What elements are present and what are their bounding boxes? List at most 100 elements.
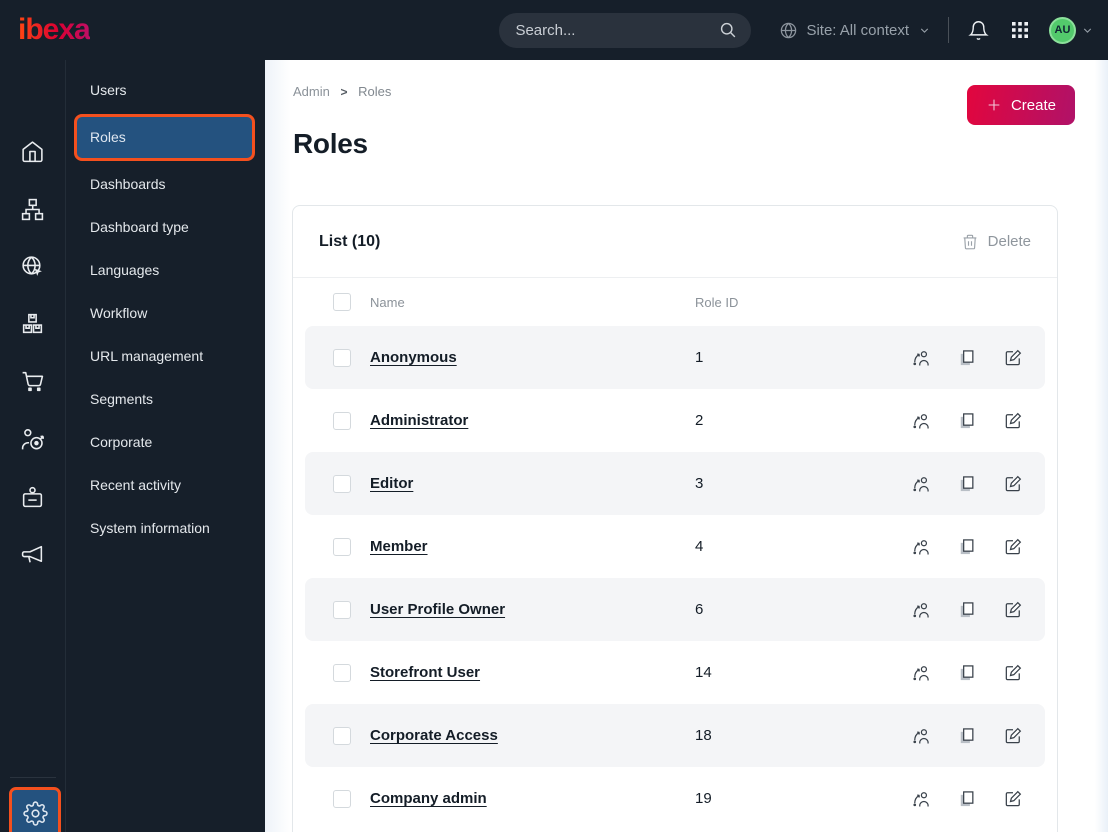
admin-settings-button[interactable]: [9, 787, 61, 832]
create-button-label: Create: [1010, 96, 1056, 114]
top-bar: ibexa Site: All context: [0, 0, 1108, 60]
edit-icon[interactable]: [1003, 600, 1023, 620]
site-context-dropdown[interactable]: Site: All context: [779, 21, 931, 40]
row-checkbox[interactable]: [333, 537, 351, 556]
row-actions: [911, 348, 1023, 368]
trash-icon: [961, 233, 979, 251]
sidebar-item-corporate[interactable]: Corporate: [90, 434, 153, 450]
content-structure-icon[interactable]: [20, 196, 46, 222]
delete-button[interactable]: Delete: [961, 233, 1031, 251]
table-row: Anonymous 1: [305, 326, 1045, 389]
sidebar-item-system-information[interactable]: System information: [90, 520, 210, 536]
personalization-target-icon[interactable]: [20, 426, 46, 452]
role-id-value: 2: [695, 412, 704, 429]
breadcrumb: Admin > Roles: [293, 84, 391, 99]
edit-icon[interactable]: [1003, 348, 1023, 368]
role-name-link[interactable]: Storefront User: [370, 664, 481, 681]
breadcrumb-item-admin[interactable]: Admin: [293, 84, 330, 99]
row-checkbox[interactable]: [333, 348, 351, 367]
home-icon[interactable]: [20, 138, 46, 164]
assign-user-icon[interactable]: [911, 348, 931, 368]
assign-user-icon[interactable]: [911, 663, 931, 683]
role-name-link[interactable]: Company admin: [370, 790, 487, 807]
copy-icon[interactable]: [957, 348, 977, 368]
icon-rail: [0, 60, 66, 832]
topbar-divider: [948, 17, 949, 43]
row-checkbox[interactable]: [333, 663, 351, 682]
row-actions: [911, 537, 1023, 557]
corporate-badge-icon[interactable]: [20, 484, 46, 510]
edit-icon[interactable]: [1003, 474, 1023, 494]
assign-user-icon[interactable]: [911, 726, 931, 746]
role-name-link[interactable]: Member: [370, 538, 428, 555]
commerce-cart-icon[interactable]: [20, 367, 46, 393]
role-id-value: 6: [695, 601, 704, 618]
site-globe-icon[interactable]: [20, 253, 46, 279]
role-id-value: 14: [695, 664, 712, 681]
roles-table: Name Role ID Anonymous 1: [305, 278, 1045, 830]
assign-user-icon[interactable]: [911, 474, 931, 494]
role-name-link[interactable]: Anonymous: [370, 349, 457, 366]
edit-icon[interactable]: [1003, 726, 1023, 746]
sidebar-item-url-management[interactable]: URL management: [90, 348, 204, 364]
row-checkbox[interactable]: [333, 789, 351, 808]
search-icon[interactable]: [718, 20, 738, 40]
copy-icon[interactable]: [957, 537, 977, 557]
copy-icon[interactable]: [957, 789, 977, 809]
notifications-bell-icon[interactable]: [968, 20, 989, 41]
copy-icon[interactable]: [957, 600, 977, 620]
global-search[interactable]: [499, 12, 752, 48]
table-row: Storefront User 14: [305, 641, 1045, 704]
sidebar-item-users[interactable]: Users: [90, 82, 127, 98]
role-name-link[interactable]: Corporate Access: [370, 727, 498, 744]
sidebar-item-recent-activity[interactable]: Recent activity: [90, 477, 182, 493]
sidebar-item-segments[interactable]: Segments: [90, 391, 154, 407]
row-actions: [911, 789, 1023, 809]
row-checkbox[interactable]: [333, 726, 351, 745]
assign-user-icon[interactable]: [911, 789, 931, 809]
create-button[interactable]: Create: [966, 85, 1075, 125]
sidebar-item-workflow[interactable]: Workflow: [90, 305, 148, 321]
copy-icon[interactable]: [957, 663, 977, 683]
copy-icon[interactable]: [957, 726, 977, 746]
row-checkbox[interactable]: [333, 411, 351, 430]
row-actions: [911, 474, 1023, 494]
ibexa-logo[interactable]: ibexa: [18, 13, 91, 46]
role-name-link[interactable]: Editor: [370, 475, 414, 492]
edit-icon[interactable]: [1003, 789, 1023, 809]
list-count-title: List (10): [319, 232, 381, 250]
row-checkbox[interactable]: [333, 600, 351, 619]
edit-icon[interactable]: [1003, 537, 1023, 557]
row-actions: [911, 726, 1023, 746]
table-row: Member 4: [305, 515, 1045, 578]
main-content: Admin > Roles Create Roles List (10): [265, 60, 1108, 832]
role-id-value: 1: [695, 349, 704, 366]
copy-icon[interactable]: [957, 411, 977, 431]
user-avatar[interactable]: AU: [1049, 16, 1076, 44]
sidebar-item-languages[interactable]: Languages: [90, 262, 160, 278]
edit-icon[interactable]: [1003, 411, 1023, 431]
select-all-checkbox[interactable]: [333, 293, 351, 311]
role-name-link[interactable]: Administrator: [370, 412, 469, 429]
search-input[interactable]: [515, 21, 719, 39]
sidebar-item-dashboards[interactable]: Dashboards: [90, 176, 166, 192]
admin-menu: Users Roles Dashboards Dashboard type Langua…: [66, 60, 265, 832]
edit-icon[interactable]: [1003, 663, 1023, 683]
sidebar-item-roles[interactable]: Roles: [74, 114, 255, 161]
delete-button-label: Delete: [987, 233, 1031, 250]
role-name-link[interactable]: User Profile Owner: [370, 601, 506, 618]
row-actions: [911, 663, 1023, 683]
plus-icon: [986, 97, 1002, 113]
assign-user-icon[interactable]: [911, 537, 931, 557]
breadcrumb-item-roles[interactable]: Roles: [358, 84, 392, 99]
chevron-down-icon[interactable]: [1081, 24, 1094, 37]
copy-icon[interactable]: [957, 474, 977, 494]
assign-user-icon[interactable]: [911, 411, 931, 431]
products-boxes-icon[interactable]: [20, 310, 46, 336]
assign-user-icon[interactable]: [911, 600, 931, 620]
sidebar-item-dashboard-type[interactable]: Dashboard type: [90, 219, 189, 235]
row-checkbox[interactable]: [333, 474, 351, 493]
app-grid-icon[interactable]: [1011, 21, 1029, 39]
marketing-megaphone-icon[interactable]: [20, 541, 46, 567]
